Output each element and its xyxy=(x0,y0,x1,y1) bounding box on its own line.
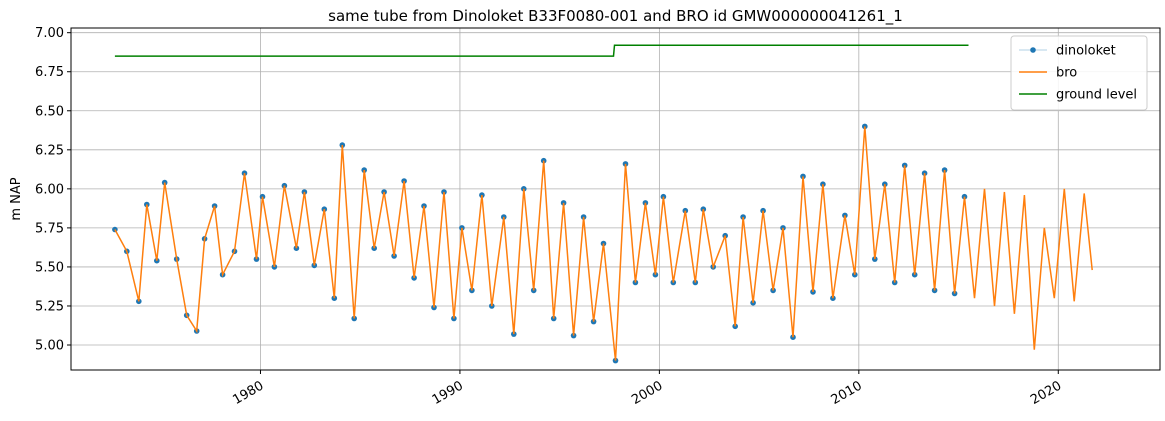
y-tick-label: 5.25 xyxy=(35,299,64,314)
series-line-ground-level xyxy=(114,44,969,57)
legend-label-bro: bro xyxy=(1056,66,1077,81)
grid xyxy=(71,28,1160,370)
y-tick-label: 6.75 xyxy=(35,65,64,80)
series-layer xyxy=(112,44,1093,364)
y-tick-label: 5.00 xyxy=(35,339,64,354)
series-line-dinoloket xyxy=(114,126,965,361)
chart-title: same tube from Dinoloket B33F0080-001 an… xyxy=(328,7,903,26)
y-tick-label: 6.25 xyxy=(35,143,64,158)
x-tick-label: 2010 xyxy=(829,378,865,408)
y-tick-label: 5.50 xyxy=(35,260,64,275)
y-tick-label: 6.00 xyxy=(35,182,64,197)
plot-frame xyxy=(70,27,1161,371)
legend-label-ground-level: ground level xyxy=(1056,88,1137,103)
dinoloket-point xyxy=(112,226,118,233)
y-axis-title: m NAP xyxy=(9,177,24,220)
series-line-bro xyxy=(114,126,1093,361)
x-tick-label: 1980 xyxy=(230,378,266,408)
y-tick-label: 7.00 xyxy=(35,26,64,41)
legend: dinoloket bro ground level xyxy=(1010,35,1148,111)
legend-marker-dinoloket xyxy=(1030,47,1036,53)
y-tick-label: 6.50 xyxy=(35,104,64,119)
legend-label-dinoloket: dinoloket xyxy=(1056,44,1116,59)
x-tick-label: 2000 xyxy=(629,378,665,408)
x-tick-label: 1990 xyxy=(430,378,466,408)
legend-box xyxy=(1010,35,1148,111)
x-tick-label: 2020 xyxy=(1028,378,1064,408)
y-tick-label: 5.75 xyxy=(35,221,64,236)
